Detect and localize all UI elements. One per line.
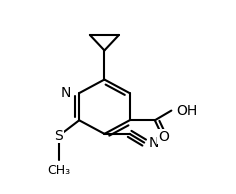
Text: N: N <box>149 136 159 150</box>
Text: CH₃: CH₃ <box>47 164 70 177</box>
Text: OH: OH <box>176 104 198 118</box>
Text: N: N <box>61 86 72 100</box>
Text: O: O <box>158 130 169 144</box>
Text: S: S <box>55 129 63 143</box>
